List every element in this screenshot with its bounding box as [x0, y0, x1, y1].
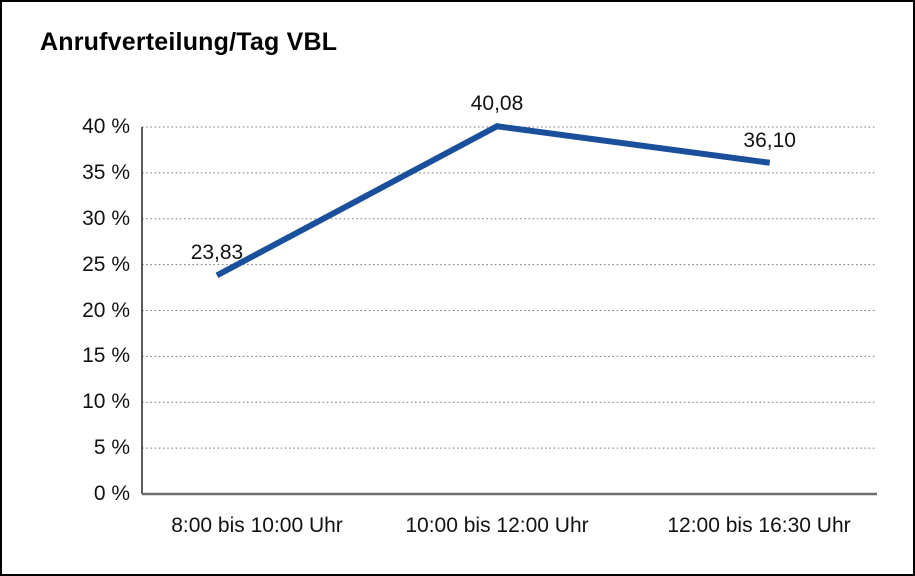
- data-series-line: [215, 123, 771, 279]
- y-axis-tick-label: 0 %: [93, 482, 130, 505]
- y-axis-tick-label: 10 %: [82, 390, 130, 414]
- data-point-label: 40,08: [470, 92, 524, 116]
- line-chart-svg: [141, 123, 877, 496]
- y-axis-tick-label: 20 %: [82, 298, 130, 322]
- y-axis-tick-label: 40 %: [82, 115, 130, 138]
- y-axis-tick-label: 35 %: [82, 160, 130, 184]
- y-axis-tick-label: 25 %: [82, 252, 130, 276]
- y-axis-tick-label: 5 %: [93, 436, 130, 460]
- y-axis: 40 % 35 % 30 % 25 % 20 % 15 % 10 % 5 % 0 %: [32, 115, 130, 505]
- x-axis-category-label: 8:00 bis 10:00 Uhr: [171, 514, 343, 537]
- x-axis: 8:00 bis 10:00 Uhr 10:00 bis 12:00 Uhr 12:…: [142, 514, 877, 544]
- x-axis-category-label: 12:00 bis 16:30 Uhr: [667, 514, 851, 537]
- chart-title: Anrufverteilung/Tag VBL: [40, 28, 338, 56]
- y-axis-tick-label: 30 %: [82, 206, 130, 230]
- data-point-label: 23,83: [190, 241, 244, 265]
- data-point-label: 36,10: [743, 128, 796, 152]
- y-axis-tick-label: 15 %: [82, 344, 130, 368]
- x-axis-category-label: 10:00 bis 12:00 Uhr: [405, 514, 589, 537]
- plot-area: 23,83 40,08 36,10: [141, 92, 877, 496]
